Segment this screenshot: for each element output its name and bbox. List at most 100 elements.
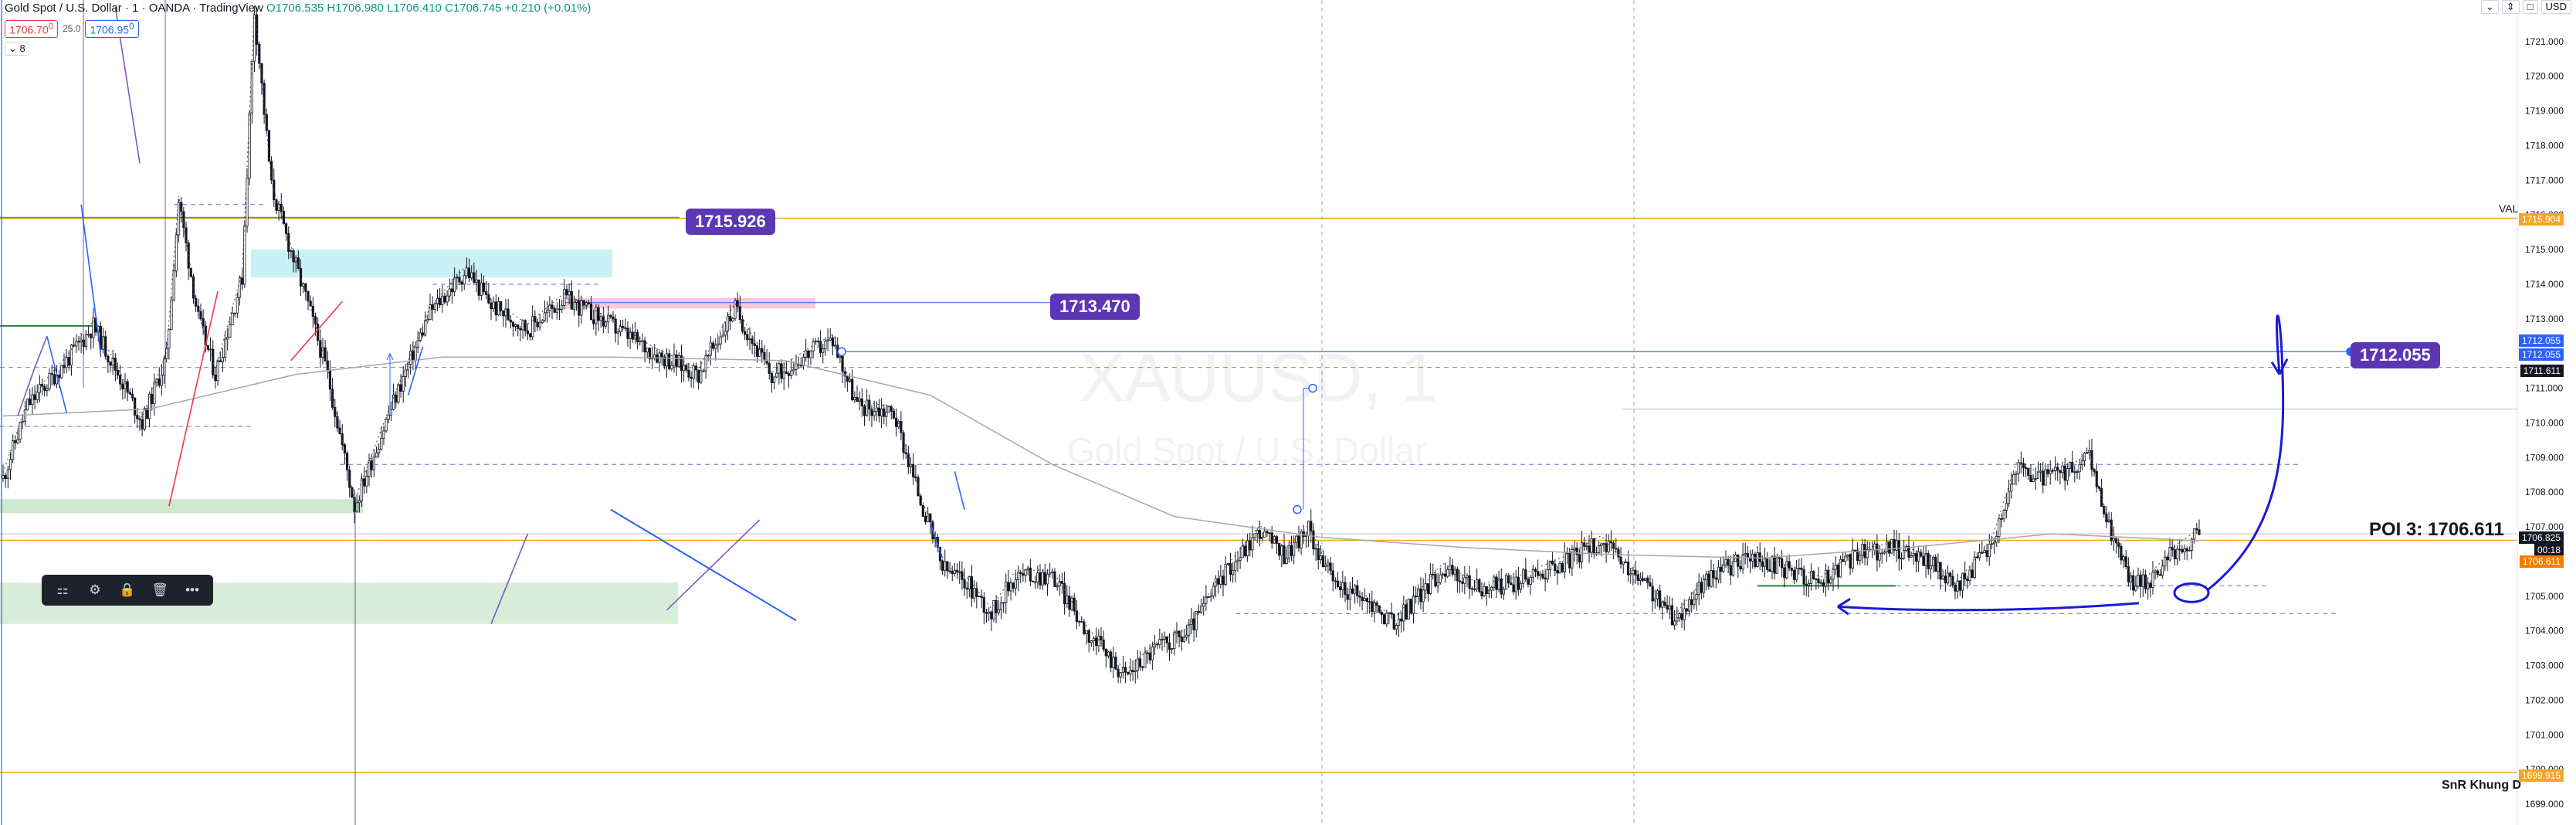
- sell-button[interactable]: 1706.700: [5, 20, 59, 38]
- candle-body: [570, 290, 573, 310]
- candle-body: [1426, 583, 1430, 595]
- candle-body: [677, 355, 680, 368]
- symbol-title[interactable]: Gold Spot / U.S. Dollar · 1 · OANDA · Tr…: [5, 2, 263, 15]
- candle-body: [233, 312, 236, 314]
- candle-body: [2039, 470, 2042, 473]
- candle-body: [1456, 569, 1459, 582]
- candle-body: [507, 308, 510, 321]
- candle-body: [465, 267, 469, 277]
- top-right-controls: ⌄ ⇕ □ USD: [2480, 0, 2571, 14]
- candle-body: [421, 332, 425, 336]
- candle-body: [1885, 542, 1889, 552]
- candle-body: [2149, 582, 2152, 588]
- candle-body: [1851, 549, 1854, 569]
- candle-body: [1461, 581, 1464, 584]
- candle-body: [1019, 572, 1022, 574]
- candle-body: [1571, 549, 1574, 569]
- maximize-icon[interactable]: □: [2522, 0, 2538, 14]
- chevron-down-icon[interactable]: ⌄: [2480, 0, 2499, 14]
- candle-body: [1927, 553, 1930, 569]
- lock-icon[interactable]: 🔒: [119, 582, 136, 597]
- candle-body: [116, 370, 120, 376]
- candle-body: [646, 348, 649, 353]
- candle-body: [1949, 572, 1952, 577]
- candle-body: [812, 341, 815, 351]
- candle-body: [236, 297, 239, 314]
- candle-body: [1285, 558, 1288, 565]
- price-label-1715[interactable]: 1715.926: [686, 209, 775, 235]
- candle-body: [1876, 543, 1879, 561]
- candle-body: [988, 611, 991, 614]
- wave-blue-3: [930, 523, 944, 558]
- candle-body: [1878, 552, 1881, 561]
- candle-body: [780, 363, 783, 379]
- candle-body: [195, 297, 198, 307]
- candle-body: [2124, 556, 2127, 567]
- candle-body: [2078, 463, 2081, 473]
- candle-body: [904, 452, 907, 454]
- candle-body: [58, 375, 61, 379]
- candle-body: [414, 347, 417, 362]
- candle-body: [2127, 566, 2130, 582]
- candle-body: [214, 374, 217, 382]
- drag-icon[interactable]: ⇕: [2501, 0, 2520, 14]
- wave-blue-4: [954, 471, 965, 510]
- indicators-toggle[interactable]: ⌄ 8: [5, 42, 29, 56]
- price-tick-label: 1715.000: [2525, 244, 2564, 255]
- candle-body: [1836, 565, 1839, 578]
- candle-body: [43, 385, 46, 391]
- candle-body: [1693, 599, 1696, 606]
- candle-body: [370, 460, 373, 470]
- candle-body: [995, 599, 998, 613]
- candle-body: [1153, 643, 1157, 647]
- candle-body: [1978, 552, 1981, 558]
- candle-body: [1249, 540, 1252, 551]
- candle-body: [1663, 601, 1666, 606]
- price-label-1713[interactable]: 1713.470: [1050, 294, 1140, 320]
- trash-icon[interactable]: 🗑: [151, 582, 168, 597]
- candle-body: [1888, 542, 1891, 554]
- candle-body: [1573, 547, 1576, 551]
- settings-icon[interactable]: ⚙: [89, 582, 101, 597]
- candle-body: [2173, 549, 2176, 560]
- candle-body: [1988, 544, 1991, 558]
- candle-body: [997, 609, 1000, 613]
- candle-body: [402, 375, 405, 392]
- candle-body: [1341, 582, 1344, 591]
- candle-body: [1114, 656, 1117, 670]
- candle-body: [1844, 555, 1847, 562]
- candle-body: [614, 318, 617, 334]
- hand-arrow-left: [1837, 598, 2140, 616]
- candle-body: [151, 393, 154, 405]
- candle-body: [1568, 553, 1571, 569]
- candle-body: [1702, 579, 1706, 593]
- candle-body: [814, 341, 817, 343]
- candle-body: [1070, 597, 1073, 610]
- candle-body: [1714, 577, 1717, 580]
- candle-body: [1666, 605, 1669, 610]
- candle-body: [1834, 565, 1837, 570]
- more-icon[interactable]: •••: [185, 582, 199, 597]
- currency-label[interactable]: USD: [2540, 0, 2571, 14]
- candle-body: [1168, 642, 1171, 650]
- candle-body: [416, 340, 419, 348]
- candle-body: [595, 307, 598, 324]
- candle-body: [509, 319, 512, 323]
- candle-body: [1256, 530, 1259, 535]
- candle-body: [2161, 565, 2164, 576]
- candle-body: [1348, 589, 1351, 600]
- price-label-1712[interactable]: 1712.055: [2351, 342, 2440, 368]
- layout-icon[interactable]: ⚏: [56, 582, 69, 597]
- candle-body: [1754, 553, 1757, 567]
- candle-body: [1226, 563, 1229, 565]
- candle-body: [1609, 541, 1613, 544]
- candle-body: [2036, 471, 2040, 479]
- price-tick-label: 1707.000: [2525, 521, 2564, 532]
- candle-body: [229, 324, 232, 338]
- candle-body: [1512, 584, 1515, 592]
- candle-body: [158, 378, 161, 386]
- candle-body: [2147, 582, 2150, 589]
- candle-body: [1741, 554, 1744, 570]
- buy-button[interactable]: 1706.950: [85, 20, 139, 38]
